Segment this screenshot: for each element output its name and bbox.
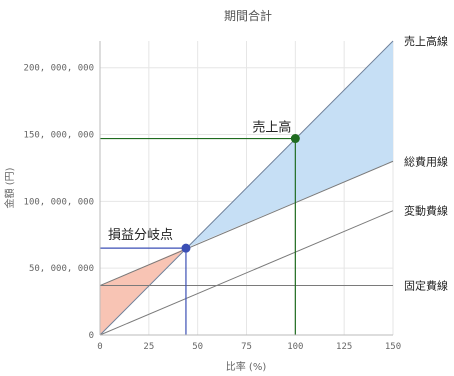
x-tick-label: 150 — [385, 342, 401, 352]
x-tick-label: 100 — [287, 342, 303, 352]
series-label: 変動費線 — [404, 204, 448, 218]
annotation-point — [181, 243, 191, 253]
annotation-point — [290, 134, 300, 144]
y-axis-label: 金額 (円) — [3, 167, 16, 208]
y-tick-label: 100, 000, 000 — [24, 197, 94, 207]
x-tick-label: 0 — [97, 342, 102, 352]
x-axis-label: 比率 (%) — [226, 360, 267, 373]
series-label: 売上高線 — [404, 34, 448, 48]
series-label: 固定費線 — [404, 279, 448, 293]
series-line — [99, 210, 394, 336]
y-tick-label: 50, 000, 000 — [29, 264, 94, 274]
annotation-label: 売上高 — [252, 120, 291, 136]
x-tick-label: 75 — [241, 342, 252, 352]
x-tick-label: 50 — [192, 342, 203, 352]
x-tick-label: 25 — [143, 342, 154, 352]
series-label: 総費用線 — [404, 154, 448, 168]
annotation-label: 損益分岐点 — [108, 228, 173, 243]
y-tick-label: 0 — [89, 331, 94, 341]
chart-title: 期間合計 — [224, 8, 272, 23]
y-tick-label: 200, 000, 000 — [24, 64, 94, 74]
x-tick-label: 125 — [336, 342, 352, 352]
series-line — [99, 160, 394, 287]
y-tick-label: 150, 000, 000 — [24, 131, 94, 141]
